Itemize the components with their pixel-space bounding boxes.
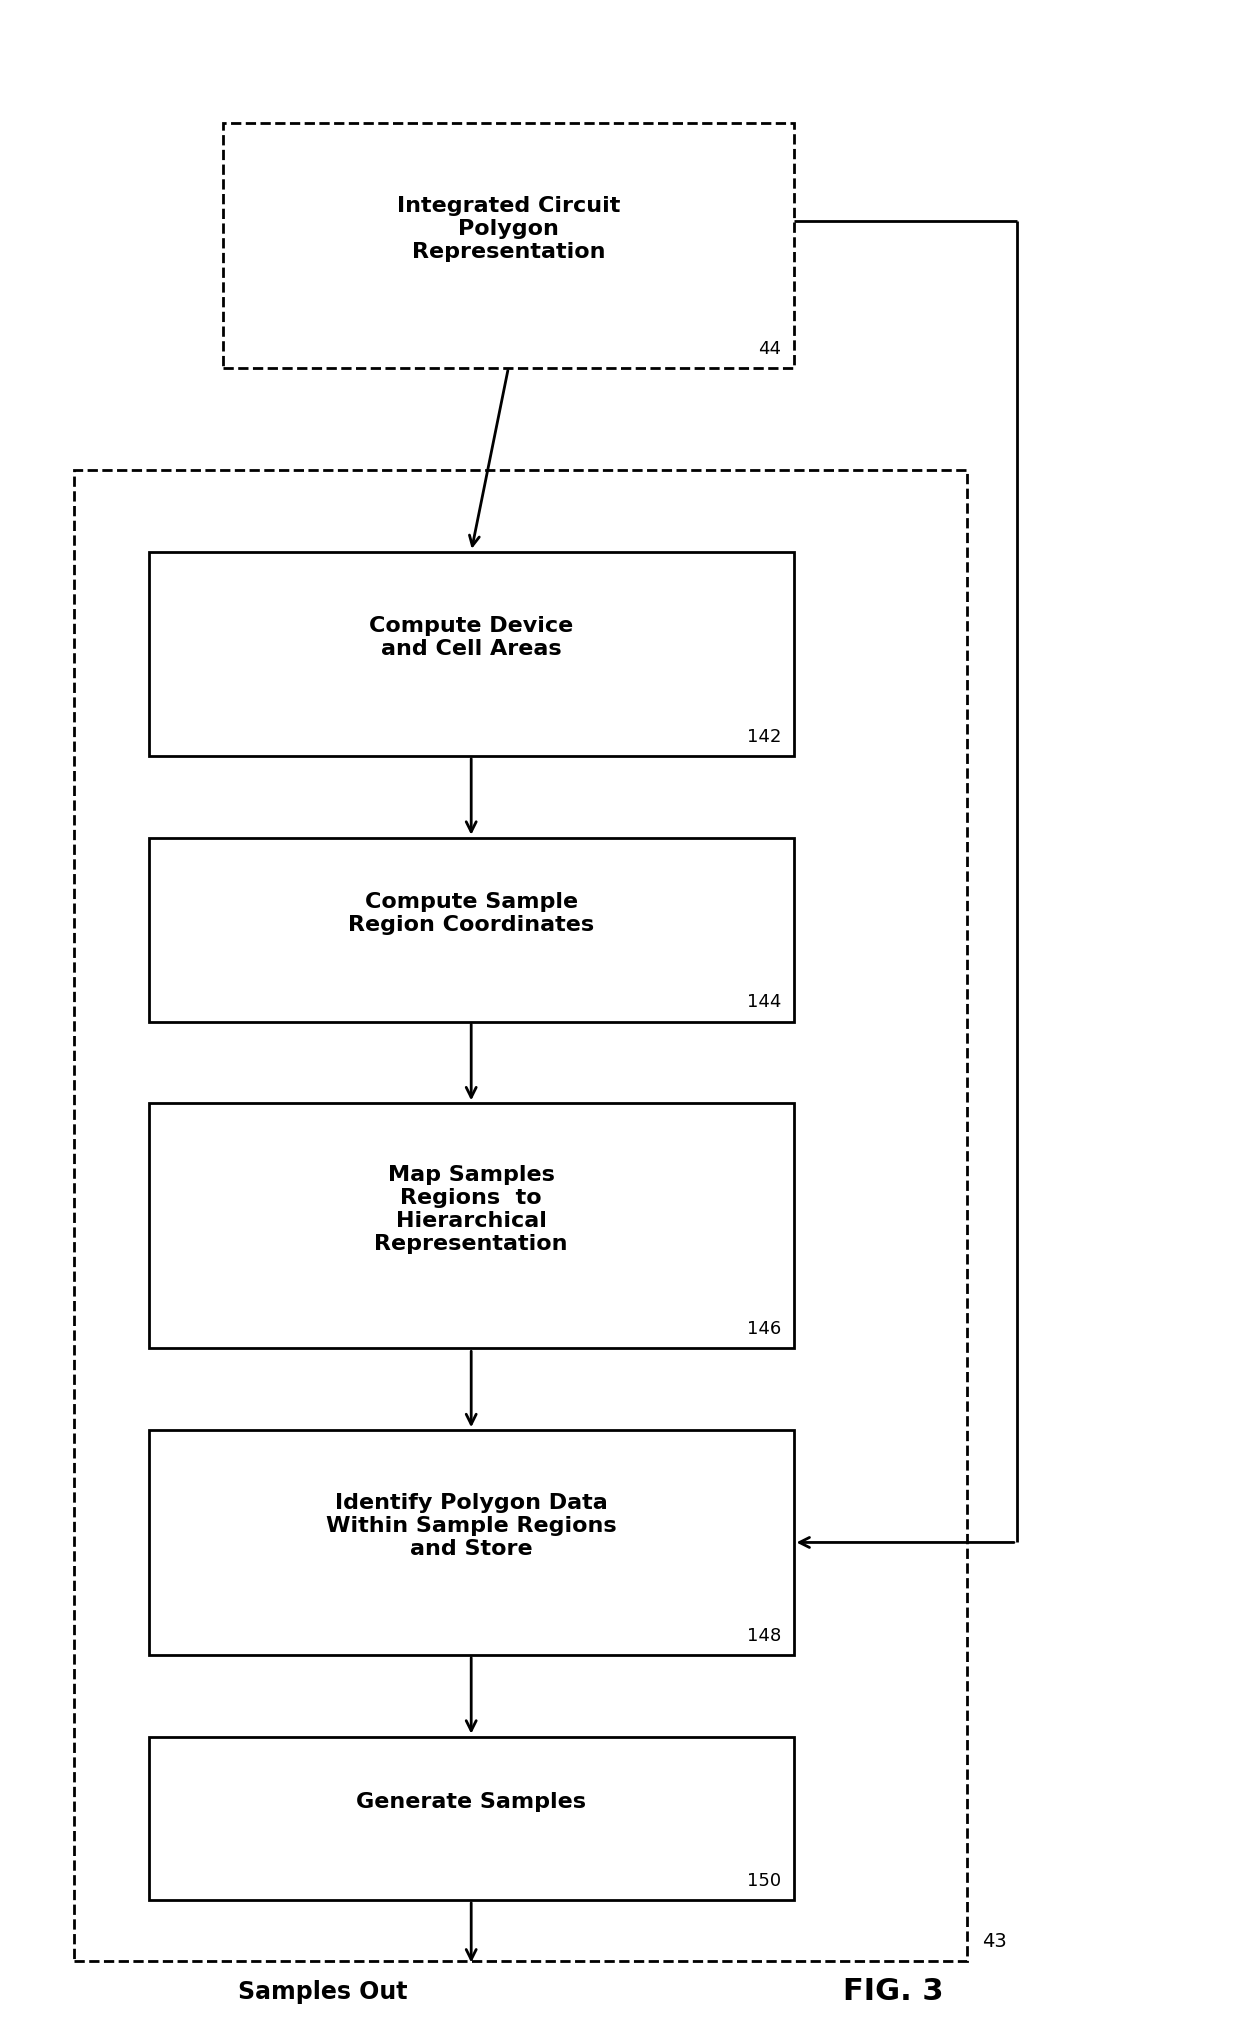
Text: Map Samples
Regions  to
Hierarchical
Representation: Map Samples Regions to Hierarchical Repr… (374, 1165, 568, 1254)
FancyBboxPatch shape (149, 1737, 794, 1900)
Text: FIG. 3: FIG. 3 (842, 1978, 944, 2006)
Text: 142: 142 (746, 727, 781, 746)
Text: Compute Device
and Cell Areas: Compute Device and Cell Areas (370, 615, 573, 660)
Text: Samples Out: Samples Out (238, 1980, 407, 2004)
FancyBboxPatch shape (149, 1430, 794, 1655)
Text: Generate Samples: Generate Samples (356, 1792, 587, 1812)
Text: Identify Polygon Data
Within Sample Regions
and Store: Identify Polygon Data Within Sample Regi… (326, 1493, 616, 1559)
Text: 144: 144 (746, 993, 781, 1011)
Text: 148: 148 (746, 1626, 781, 1645)
FancyBboxPatch shape (223, 123, 794, 368)
Text: 43: 43 (982, 1933, 1007, 1951)
Text: 150: 150 (746, 1871, 781, 1890)
FancyBboxPatch shape (149, 1103, 794, 1348)
Text: Integrated Circuit
Polygon
Representation: Integrated Circuit Polygon Representatio… (397, 196, 620, 262)
FancyBboxPatch shape (149, 838, 794, 1022)
Text: Compute Sample
Region Coordinates: Compute Sample Region Coordinates (348, 891, 594, 936)
FancyBboxPatch shape (149, 552, 794, 756)
Text: 146: 146 (746, 1320, 781, 1338)
Text: 44: 44 (758, 339, 781, 358)
